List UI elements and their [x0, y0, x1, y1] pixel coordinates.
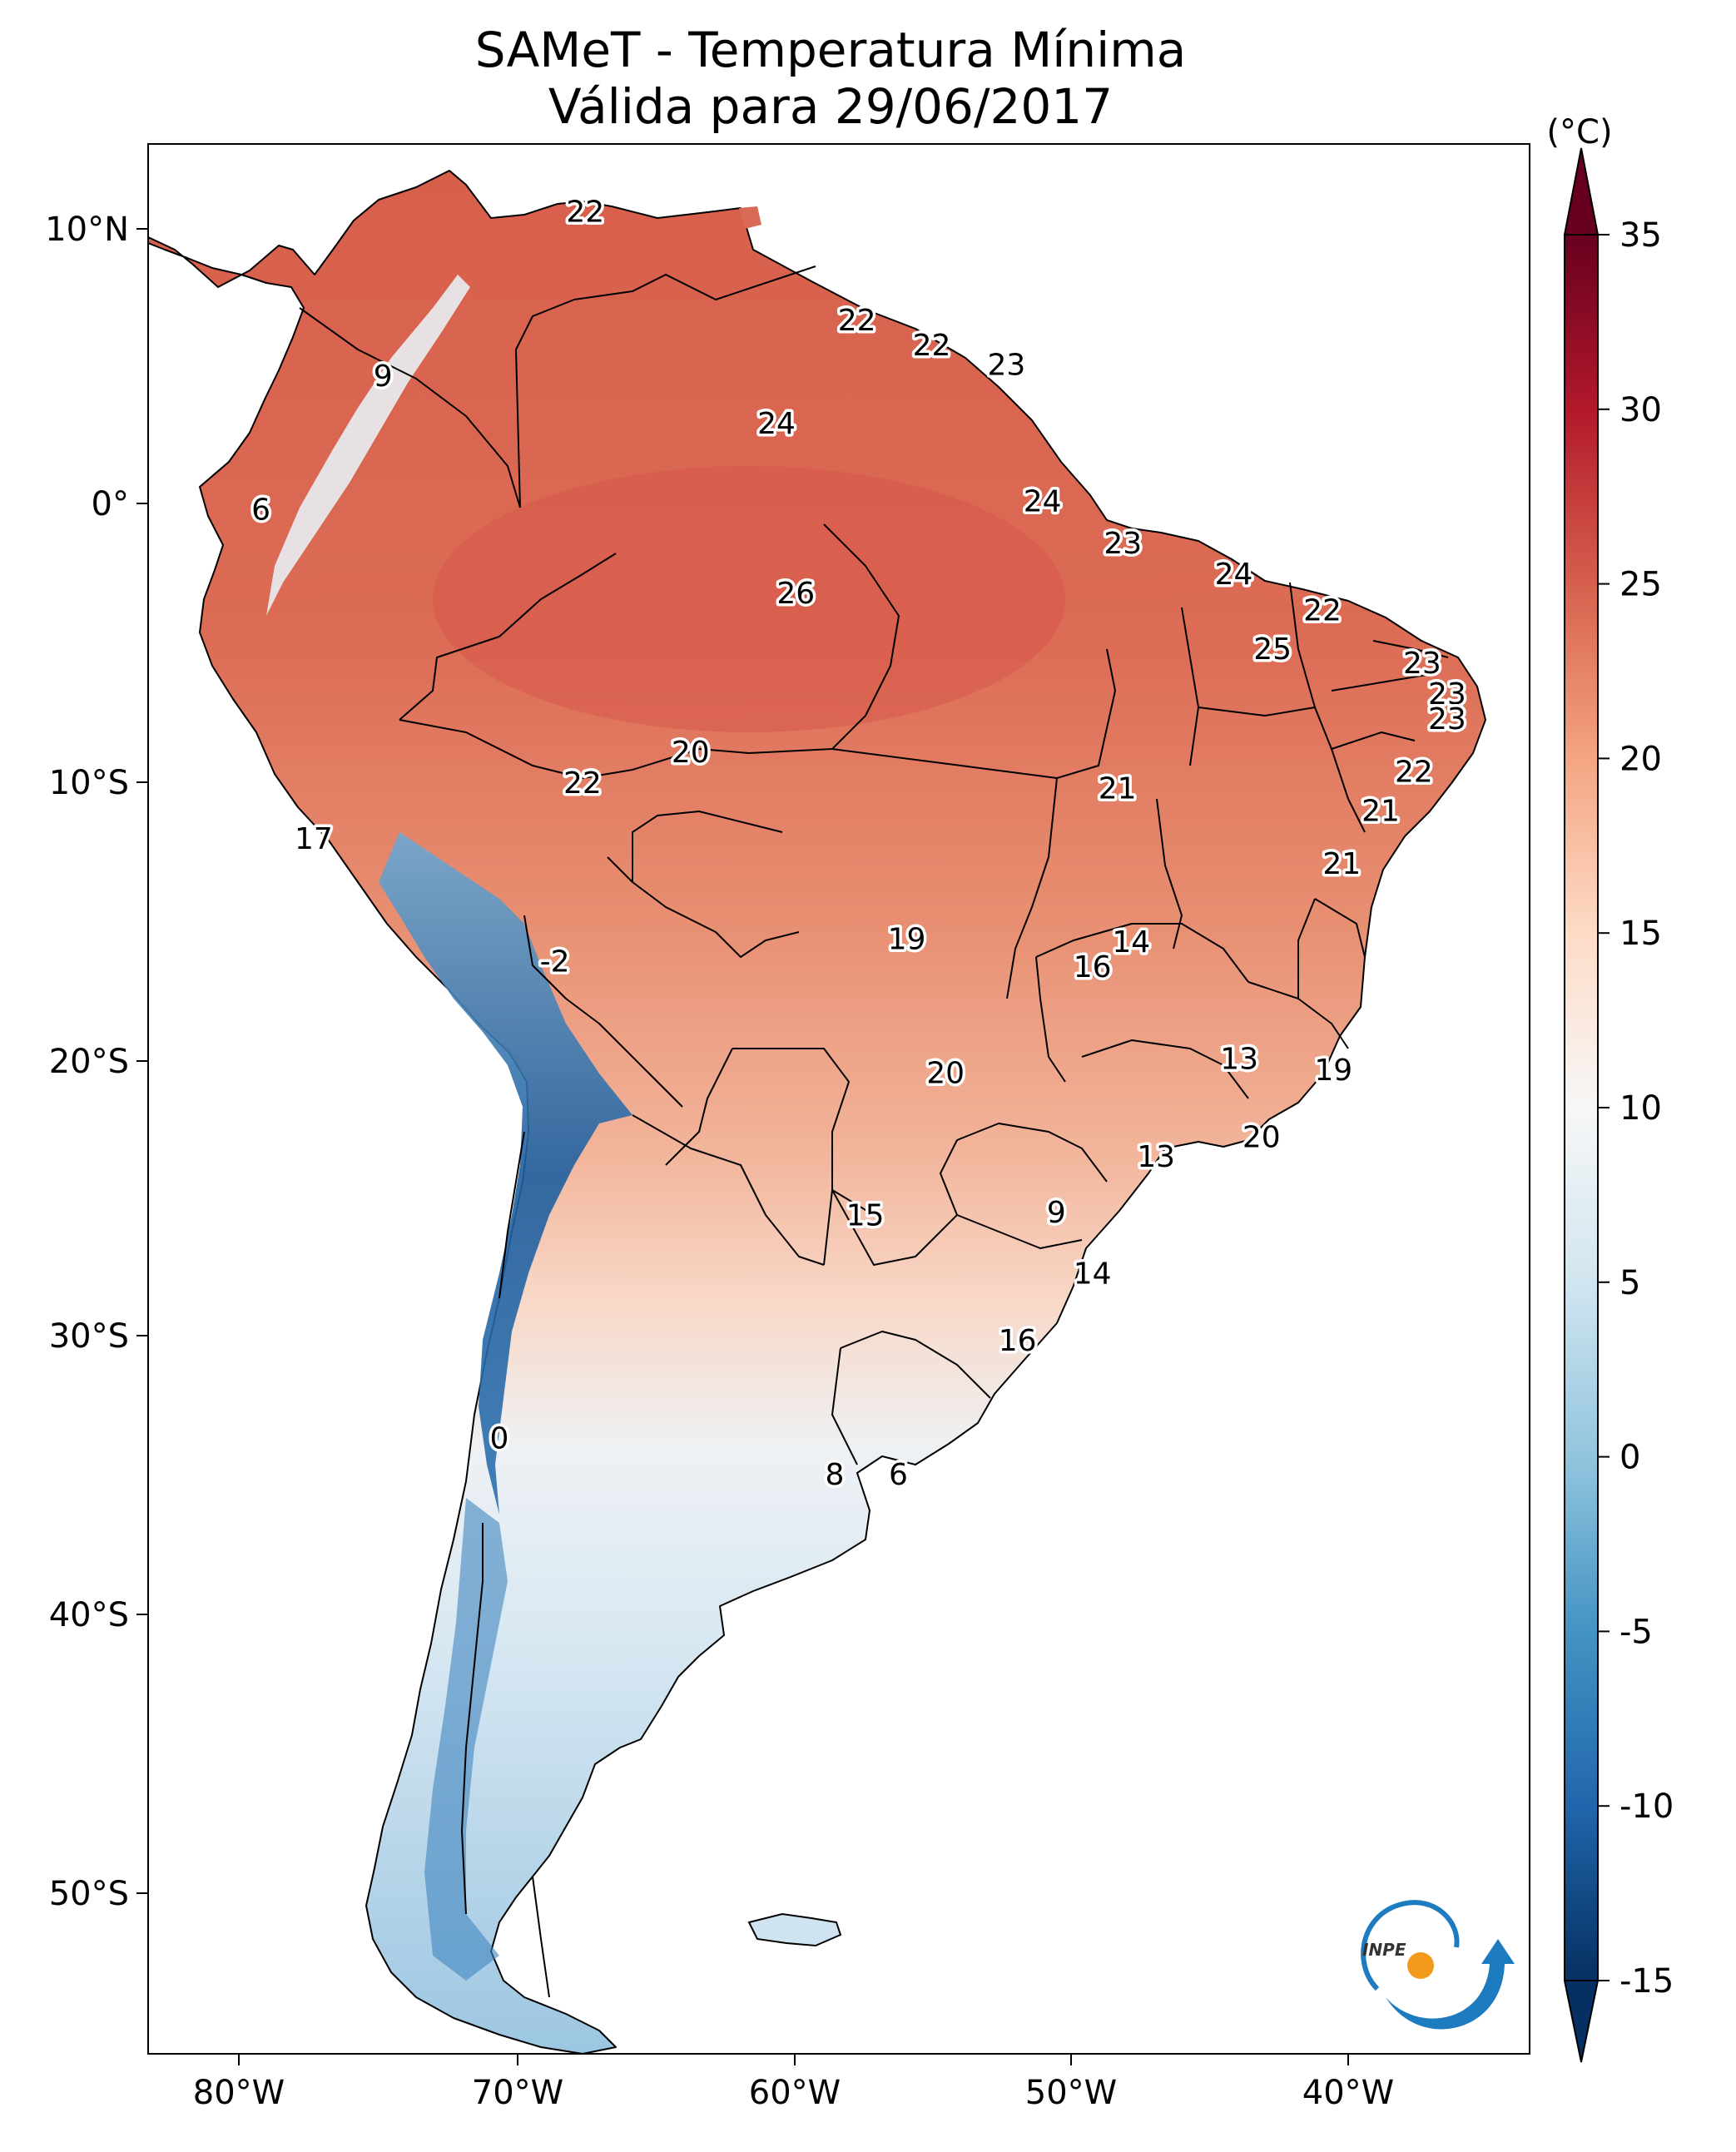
- temperature-label: 9: [1047, 1196, 1066, 1230]
- temperature-label: 23: [1428, 677, 1466, 712]
- lon-tick-label: 70°W: [472, 2074, 563, 2112]
- temperature-label: 24: [757, 407, 796, 441]
- temperature-label: 21: [1362, 795, 1400, 829]
- colorbar-tick-label: -15: [1619, 1962, 1674, 2001]
- lat-tick-label: 0°: [92, 485, 129, 523]
- temperature-label: 8: [825, 1458, 844, 1492]
- amazon-warm-core: [433, 466, 1065, 732]
- lon-tick-label: 40°W: [1302, 2074, 1394, 2112]
- temperature-label: 22: [566, 195, 604, 229]
- colorbar: (°C) 35 30 25 20 15 10 5 0 -5 -10 -15: [1546, 113, 1674, 2063]
- colorbar-tick-label: 5: [1619, 1264, 1640, 1302]
- temperature-label: 23: [1403, 647, 1441, 681]
- temperature-label: 6: [889, 1458, 908, 1492]
- temperature-label: 23: [1428, 702, 1466, 736]
- logo-orange-dot: [1407, 1952, 1434, 1979]
- temperature-label: 20: [1242, 1120, 1281, 1154]
- temperature-label: 23: [1104, 527, 1142, 561]
- logo-swoosh: [1361, 1900, 1460, 1991]
- colorbar-tick-label: 15: [1619, 915, 1662, 953]
- temperature-label: 6: [251, 493, 270, 528]
- colorbar-min-extension: [1563, 1980, 1600, 2063]
- political-borders: [299, 265, 1449, 1998]
- temperature-label: 13: [1220, 1043, 1258, 1077]
- temperature-label: 19: [1314, 1054, 1352, 1088]
- lat-tick-label: 30°S: [49, 1317, 129, 1356]
- temperature-label: 22: [913, 329, 951, 363]
- temperature-label: 25: [1253, 632, 1292, 667]
- temperature-label: 20: [926, 1056, 965, 1090]
- temperature-label: 23: [987, 349, 1025, 383]
- temperature-label: 24: [1024, 485, 1062, 519]
- temperature-label: 22: [1303, 593, 1342, 627]
- andes-cold-band: [379, 832, 632, 1515]
- logo-arrow: [1386, 1939, 1515, 2030]
- colorbar-unit: (°C): [1546, 113, 1612, 151]
- lon-tick-label: 60°W: [749, 2074, 841, 2112]
- temperature-label: 19: [888, 923, 926, 957]
- colorbar-ticks: 35 30 25 20 15 10 5 0 -5 -10 -15: [1598, 216, 1674, 2001]
- latitude-ticks: 10°N 0° 10°S 20°S 30°S 40°S 50°S: [45, 211, 148, 1913]
- temperature-label: 14: [1112, 925, 1150, 959]
- colorbar-tick-label: 20: [1619, 740, 1662, 778]
- map-frame: [147, 143, 1530, 2055]
- colorbar-tick-label: 35: [1619, 216, 1662, 255]
- colorbar-body: [1565, 235, 1598, 1981]
- lat-tick-label: 10°N: [45, 211, 129, 249]
- colorbar-tick-label: 10: [1619, 1089, 1662, 1128]
- temperature-label: 22: [563, 766, 602, 801]
- falkland-islands: [747, 1912, 842, 1947]
- lat-tick-label: 20°S: [49, 1043, 129, 1081]
- temperature-label: 15: [846, 1198, 885, 1232]
- lat-tick-label: 40°S: [49, 1596, 129, 1634]
- temperature-label: -2: [540, 945, 570, 979]
- trinidad-island: [739, 206, 761, 229]
- colorbar-tick-label: -5: [1619, 1613, 1653, 1651]
- temperature-label: 26: [776, 577, 815, 611]
- temperature-label: 24: [1215, 558, 1253, 592]
- colorbar-tick-label: 30: [1619, 391, 1662, 429]
- temperature-label: 22: [838, 304, 876, 338]
- temperature-label: 21: [1099, 772, 1137, 806]
- temperature-label: 17: [295, 822, 333, 856]
- temperature-label: 16: [1074, 950, 1112, 984]
- inpe-logo: INPE: [1361, 1900, 1515, 2030]
- temperature-label: 9: [374, 359, 393, 394]
- temperature-label: 21: [1322, 847, 1361, 881]
- map-panel: [148, 144, 1530, 2054]
- logo-text: INPE: [1362, 1940, 1406, 1960]
- colombia-andes-band: [266, 275, 470, 616]
- lon-tick-label: 80°W: [193, 2074, 285, 2112]
- temperature-label: 20: [672, 736, 710, 770]
- temperature-label: 0: [490, 1421, 509, 1455]
- map-subtitle: Válida para 29/06/2017: [548, 78, 1113, 135]
- colorbar-max-extension: [1563, 147, 1600, 236]
- temperature-label: 14: [1074, 1257, 1112, 1292]
- map-title: SAMeT - Temperatura Mínima: [475, 22, 1187, 78]
- lat-tick-label: 50°S: [49, 1875, 129, 1913]
- temperature-label: 13: [1137, 1140, 1175, 1174]
- longitude-ticks: 80°W 70°W 60°W 50°W 40°W: [193, 2054, 1394, 2112]
- temperature-label: 22: [1395, 756, 1433, 790]
- lon-tick-label: 50°W: [1025, 2074, 1117, 2112]
- colorbar-tick-label: -10: [1619, 1788, 1674, 1826]
- colorbar-tick-label: 0: [1619, 1439, 1640, 1477]
- temperature-label: 16: [999, 1324, 1037, 1358]
- lat-tick-label: 10°S: [49, 764, 129, 802]
- colorbar-tick-label: 25: [1619, 566, 1662, 604]
